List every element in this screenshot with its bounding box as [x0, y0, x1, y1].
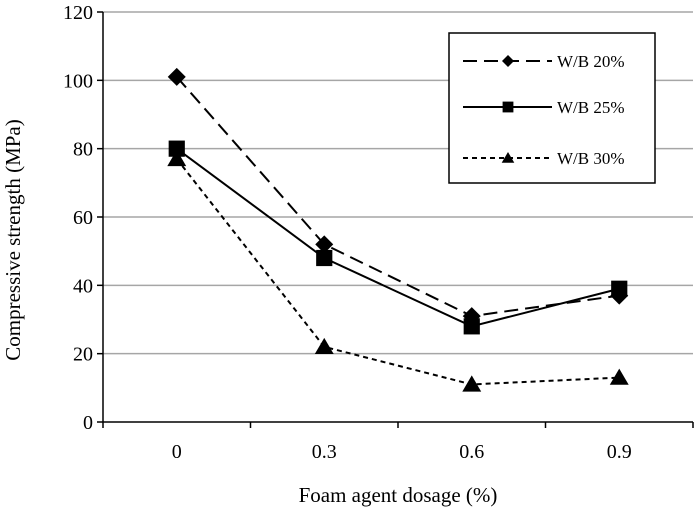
y-tick-labels: 0 20 40 60 80 100 120 — [63, 2, 93, 434]
y-tick-label: 40 — [73, 275, 93, 297]
x-tick-labels: 0 0.3 0.6 0.9 — [172, 441, 632, 463]
legend-label: W/B 30% — [557, 149, 625, 168]
data-point-square — [168, 140, 185, 157]
axes — [97, 11, 694, 428]
legend-items: W/B 20% W/B 25% W/B 30% — [463, 52, 625, 168]
x-tick-label: 0 — [172, 441, 182, 463]
series-line — [175, 76, 620, 318]
legend-label: W/B 20% — [557, 52, 625, 71]
y-tick-label: 20 — [73, 344, 93, 366]
legend-item: W/B 20% — [463, 52, 625, 71]
y-tick-label: 60 — [73, 207, 93, 229]
data-point-diamond — [315, 235, 334, 254]
series-2 — [168, 140, 628, 335]
legend-marker-square — [502, 101, 514, 113]
legend-item: W/B 30% — [463, 149, 625, 168]
data-point-square — [611, 280, 628, 297]
legend-marker-triangle — [501, 152, 515, 163]
x-tick-label: 0.3 — [312, 441, 337, 463]
data-point-triangle — [462, 375, 482, 392]
data-point-square — [463, 318, 480, 335]
x-tick-label: 0.9 — [607, 441, 632, 463]
y-tick-label: 120 — [63, 2, 93, 24]
y-tick-label: 0 — [83, 412, 93, 434]
data-point-triangle — [609, 368, 629, 385]
legend: W/B 20% W/B 25% W/B 30% — [448, 32, 656, 184]
legend-item: W/B 25% — [463, 98, 625, 117]
series — [167, 67, 629, 392]
y-axis-title: Compressive strength (MPa) — [1, 119, 25, 360]
data-point-triangle — [314, 337, 334, 355]
y-tick-label: 80 — [73, 139, 93, 161]
grid-lines — [103, 11, 693, 355]
series-3 — [167, 149, 629, 392]
legend-marker-diamond — [502, 55, 514, 67]
data-point-triangle — [167, 149, 187, 167]
data-point-diamond — [167, 67, 186, 86]
series-line — [176, 147, 620, 328]
legend-label: W/B 25% — [557, 98, 625, 117]
x-tick-label: 0.6 — [459, 441, 484, 463]
y-tick-label: 100 — [63, 70, 93, 92]
data-point-square — [316, 249, 333, 267]
series-line — [175, 158, 620, 386]
x-axis-title: Foam agent dosage (%) — [299, 483, 498, 507]
